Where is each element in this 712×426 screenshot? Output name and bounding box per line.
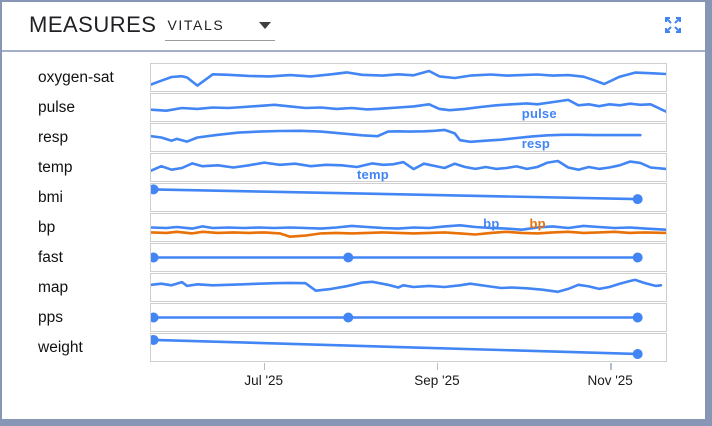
measure-row-fast: fast — [2, 243, 705, 273]
chart-area: oxygen-sat pulse pulse resp resp temp temp bmi b… — [2, 52, 705, 403]
measure-label: bp — [38, 219, 56, 236]
measure-label: weight — [38, 339, 83, 356]
measure-label: bmi — [38, 189, 63, 206]
measure-label: oxygen-sat — [38, 69, 114, 86]
measure-row-pulse: pulse pulse — [2, 93, 705, 123]
sparkline-pulse[interactable]: pulse — [150, 93, 667, 122]
axis-tick-label: Sep '25 — [414, 373, 460, 388]
measure-row-pps: pps — [2, 303, 705, 333]
panel-title: MEASURES — [29, 12, 157, 37]
measure-group-select[interactable]: VITALS — [165, 12, 276, 41]
sparkline-fast[interactable] — [150, 243, 667, 272]
axis-tick — [263, 363, 266, 370]
sparkline-weight[interactable] — [150, 333, 667, 362]
sparkline-resp[interactable]: resp — [150, 123, 667, 152]
sparkline-bmi[interactable] — [150, 183, 667, 212]
measure-group-value: VITALS — [167, 17, 225, 33]
measure-row-weight: weight — [2, 333, 705, 363]
axis-tick-label: Jul '25 — [244, 373, 284, 388]
panel-header: MEASURES VITALS — [2, 2, 705, 52]
measure-row-bp: bp bp bp — [2, 213, 705, 243]
axis-tick — [436, 363, 439, 370]
measure-label: resp — [38, 129, 69, 146]
sparkline-oxygen-sat[interactable] — [150, 63, 667, 92]
sparkline-temp[interactable]: temp — [150, 153, 667, 182]
measure-row-resp: resp resp — [2, 123, 705, 153]
expand-icon — [663, 17, 683, 39]
measure-row-map: map — [2, 273, 705, 303]
sparkline-bp[interactable]: bp bp — [150, 213, 667, 242]
measure-label: map — [38, 279, 69, 296]
axis-tick-label: Nov '25 — [587, 373, 633, 388]
sparkline-rows: oxygen-sat pulse pulse resp resp temp temp bmi b… — [2, 63, 705, 363]
chevron-down-icon — [259, 21, 272, 29]
measure-row-oxygen-sat: oxygen-sat — [2, 63, 705, 93]
sparkline-map[interactable] — [150, 273, 667, 302]
measure-label: temp — [38, 159, 73, 176]
measure-label: pulse — [38, 99, 76, 116]
measure-label: pps — [38, 309, 63, 326]
expand-button[interactable] — [663, 15, 683, 35]
time-axis: Jul '25 Sep '25 Nov '25 — [150, 363, 667, 403]
measure-label: fast — [38, 249, 63, 266]
sparkline-pps[interactable] — [150, 303, 667, 332]
measure-row-bmi: bmi — [2, 183, 705, 213]
measure-row-temp: temp temp — [2, 153, 705, 183]
axis-tick — [610, 363, 612, 370]
